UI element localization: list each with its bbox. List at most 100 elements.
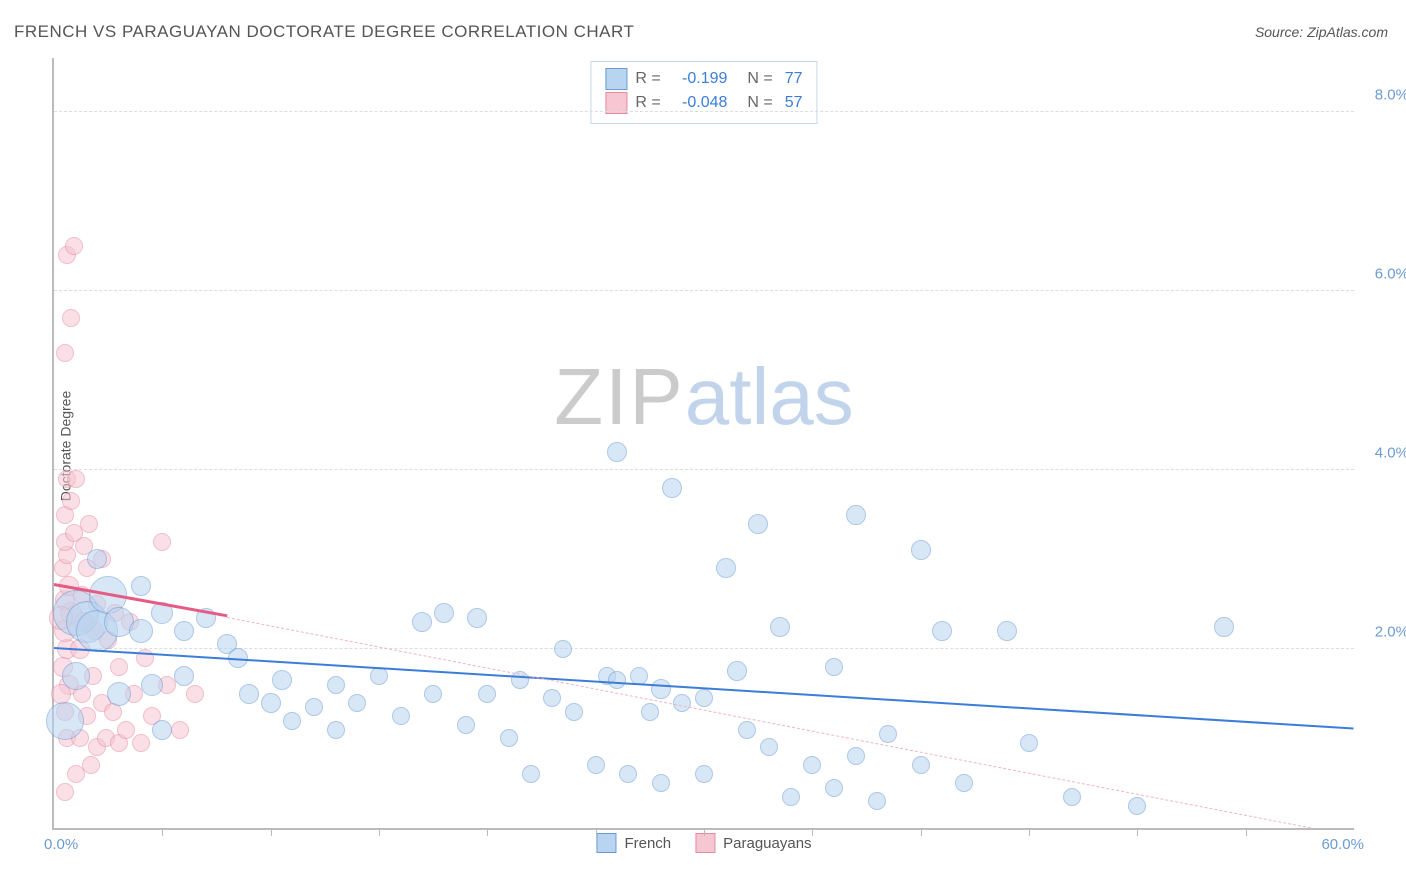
x-tick — [1246, 828, 1247, 836]
data-point — [129, 619, 153, 643]
x-tick — [1029, 828, 1030, 836]
legend-item: French — [596, 833, 671, 853]
data-point — [62, 662, 90, 690]
n-value: 57 — [785, 94, 803, 112]
data-point — [82, 756, 100, 774]
data-point — [239, 684, 259, 704]
x-tick-min: 0.0% — [44, 836, 78, 853]
data-point — [825, 779, 843, 797]
data-point — [695, 689, 713, 707]
data-point — [543, 689, 561, 707]
chart-title: FRENCH VS PARAGUAYAN DOCTORATE DEGREE CO… — [14, 22, 634, 42]
data-point — [283, 712, 301, 730]
data-point — [141, 674, 163, 696]
data-point — [1128, 797, 1146, 815]
data-point — [107, 682, 131, 706]
data-point — [879, 725, 897, 743]
data-point — [272, 670, 292, 690]
x-tick — [704, 828, 705, 836]
r-value: -0.048 — [671, 94, 727, 112]
data-point — [770, 617, 790, 637]
data-point — [565, 703, 583, 721]
data-point — [782, 788, 800, 806]
x-tick — [379, 828, 380, 836]
watermark: ZIPatlas — [554, 351, 853, 443]
x-tick — [162, 828, 163, 836]
legend-stats-row: R = -0.199 N = 77 — [605, 68, 802, 90]
data-point — [67, 470, 85, 488]
y-tick-label: 4.0% — [1375, 444, 1406, 461]
data-point — [1214, 617, 1234, 637]
data-point — [716, 558, 736, 578]
data-point — [87, 549, 107, 569]
legend-label: Paraguayans — [723, 835, 811, 852]
data-point — [392, 707, 410, 725]
data-point — [153, 533, 171, 551]
data-point — [608, 671, 626, 689]
data-point — [1063, 788, 1081, 806]
data-point — [110, 658, 128, 676]
data-point — [748, 514, 768, 534]
r-label: R = — [635, 70, 663, 88]
data-point — [803, 756, 821, 774]
data-point — [305, 698, 323, 716]
watermark-part1: ZIP — [554, 352, 684, 441]
data-point — [174, 666, 194, 686]
data-point — [171, 721, 189, 739]
data-point — [424, 685, 442, 703]
x-tick-max: 60.0% — [1321, 836, 1364, 853]
data-point — [261, 693, 281, 713]
data-point — [174, 621, 194, 641]
legend-stats: R = -0.199 N = 77 R = -0.048 N = 57 — [590, 61, 817, 124]
n-label: N = — [747, 70, 772, 88]
r-label: R = — [635, 94, 663, 112]
data-point — [80, 515, 98, 533]
n-value: 77 — [785, 70, 803, 88]
data-point — [868, 792, 886, 810]
data-point — [434, 603, 454, 623]
data-point — [56, 344, 74, 362]
data-point — [152, 720, 172, 740]
data-point — [695, 765, 713, 783]
swatch-icon — [605, 68, 627, 90]
plot-area: ZIPatlas R = -0.199 N = 77 R = -0.048 N … — [52, 58, 1354, 830]
y-tick-label: 6.0% — [1375, 265, 1406, 282]
data-point — [457, 716, 475, 734]
data-point — [607, 442, 627, 462]
x-tick — [271, 828, 272, 836]
data-point — [727, 661, 747, 681]
y-tick-label: 2.0% — [1375, 623, 1406, 640]
data-point — [619, 765, 637, 783]
data-point — [522, 765, 540, 783]
data-point — [846, 505, 866, 525]
data-point — [478, 685, 496, 703]
data-point — [760, 738, 778, 756]
data-point — [955, 774, 973, 792]
gridline — [54, 648, 1354, 649]
x-tick — [921, 828, 922, 836]
data-point — [62, 492, 80, 510]
data-point — [327, 676, 345, 694]
data-point — [652, 774, 670, 792]
data-point — [912, 756, 930, 774]
data-point — [1020, 734, 1038, 752]
data-point — [825, 658, 843, 676]
legend-label: French — [624, 835, 671, 852]
swatch-icon — [695, 833, 715, 853]
watermark-part2: atlas — [685, 352, 854, 441]
data-point — [46, 702, 84, 740]
x-tick — [812, 828, 813, 836]
legend-item: Paraguayans — [695, 833, 811, 853]
data-point — [132, 734, 150, 752]
data-point — [412, 612, 432, 632]
gridline — [54, 111, 1354, 112]
data-point — [587, 756, 605, 774]
data-point — [662, 478, 682, 498]
data-point — [56, 783, 74, 801]
data-point — [327, 721, 345, 739]
gridline — [54, 290, 1354, 291]
y-tick-label: 8.0% — [1375, 86, 1406, 103]
data-point — [348, 694, 366, 712]
data-point — [186, 685, 204, 703]
data-point — [500, 729, 518, 747]
